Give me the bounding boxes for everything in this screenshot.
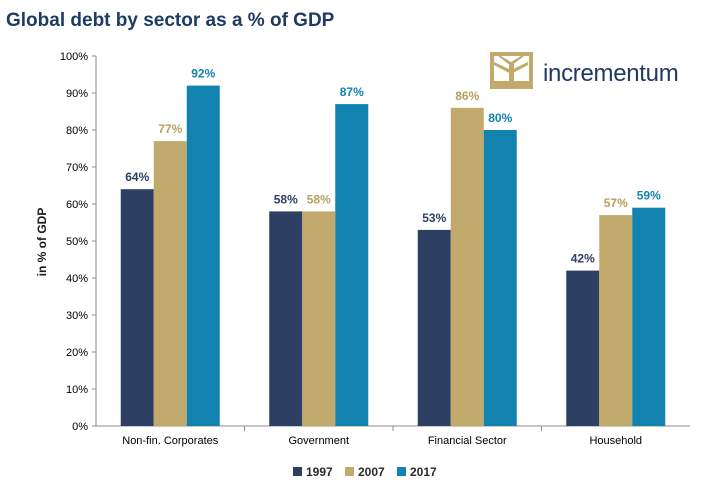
data-label: 58% — [307, 192, 331, 206]
x-tick-label: Financial Sector — [428, 435, 507, 447]
legend-swatch-1997 — [293, 467, 302, 476]
bar-1997 — [566, 270, 600, 426]
x-axis: Non-fin. Corporates Government Financial S… — [96, 425, 690, 447]
x-tick-label: Government — [288, 435, 349, 447]
data-label: 42% — [571, 252, 595, 266]
y-tick-label: 70% — [66, 162, 88, 174]
y-tick-label: 80% — [66, 125, 88, 137]
bar-2017 — [186, 85, 220, 426]
y-tick-label: 20% — [66, 347, 88, 359]
bar-1997 — [120, 189, 154, 426]
data-label: 64% — [125, 170, 149, 184]
data-label: 80% — [488, 111, 512, 125]
legend-label: 2017 — [410, 465, 437, 479]
legend-label: 2007 — [358, 465, 385, 479]
tree-logo-icon — [490, 52, 533, 89]
data-label: 86% — [455, 89, 479, 103]
data-label: 57% — [604, 196, 628, 210]
x-tick-label: Household — [589, 435, 642, 447]
data-label: 87% — [340, 85, 364, 99]
data-label: 53% — [422, 211, 446, 225]
y-tick-label: 40% — [66, 273, 88, 285]
bar-1997 — [417, 229, 451, 426]
y-tick-label: 100% — [60, 51, 88, 63]
brand-name: incrementum — [543, 60, 678, 87]
bar-2017 — [632, 207, 666, 426]
y-tick-label: 30% — [66, 310, 88, 322]
data-label: 59% — [637, 189, 661, 203]
y-tick-label: 0% — [72, 421, 88, 433]
y-tick-label: 50% — [66, 236, 88, 248]
bar-2007 — [450, 107, 484, 427]
y-tick-label: 90% — [66, 88, 88, 100]
bar-2007 — [599, 215, 633, 426]
x-tick-label: Non-fin. Corporates — [122, 435, 218, 447]
bar-2017 — [483, 130, 517, 426]
y-axis: 0% 10% 20% 30% 40% 50% 60% 70% 80% 90% 100% — [60, 51, 97, 433]
legend-swatch-2017 — [397, 467, 406, 476]
y-tick-label: 10% — [66, 384, 88, 396]
data-labels: 64% 77% 92% 58% 58% 87% 53% 86% 80% 42% 57% 59% — [125, 67, 661, 266]
bars — [120, 85, 666, 427]
data-label: 58% — [274, 192, 298, 206]
bar-2017 — [335, 104, 369, 426]
legend: 1997 2007 2017 — [293, 465, 437, 479]
y-axis-label: in % of GDP — [35, 208, 49, 277]
data-label: 92% — [191, 67, 215, 81]
chart-title: Global debt by sector as a % of GDP — [6, 10, 335, 31]
bar-2007 — [302, 211, 336, 426]
brand-logo: incrementum — [490, 52, 679, 89]
legend-label: 1997 — [306, 465, 333, 479]
y-tick-label: 60% — [66, 199, 88, 211]
bar-2007 — [153, 141, 187, 426]
data-label: 77% — [158, 122, 182, 136]
legend-swatch-2007 — [345, 467, 354, 476]
bar-1997 — [269, 211, 303, 426]
